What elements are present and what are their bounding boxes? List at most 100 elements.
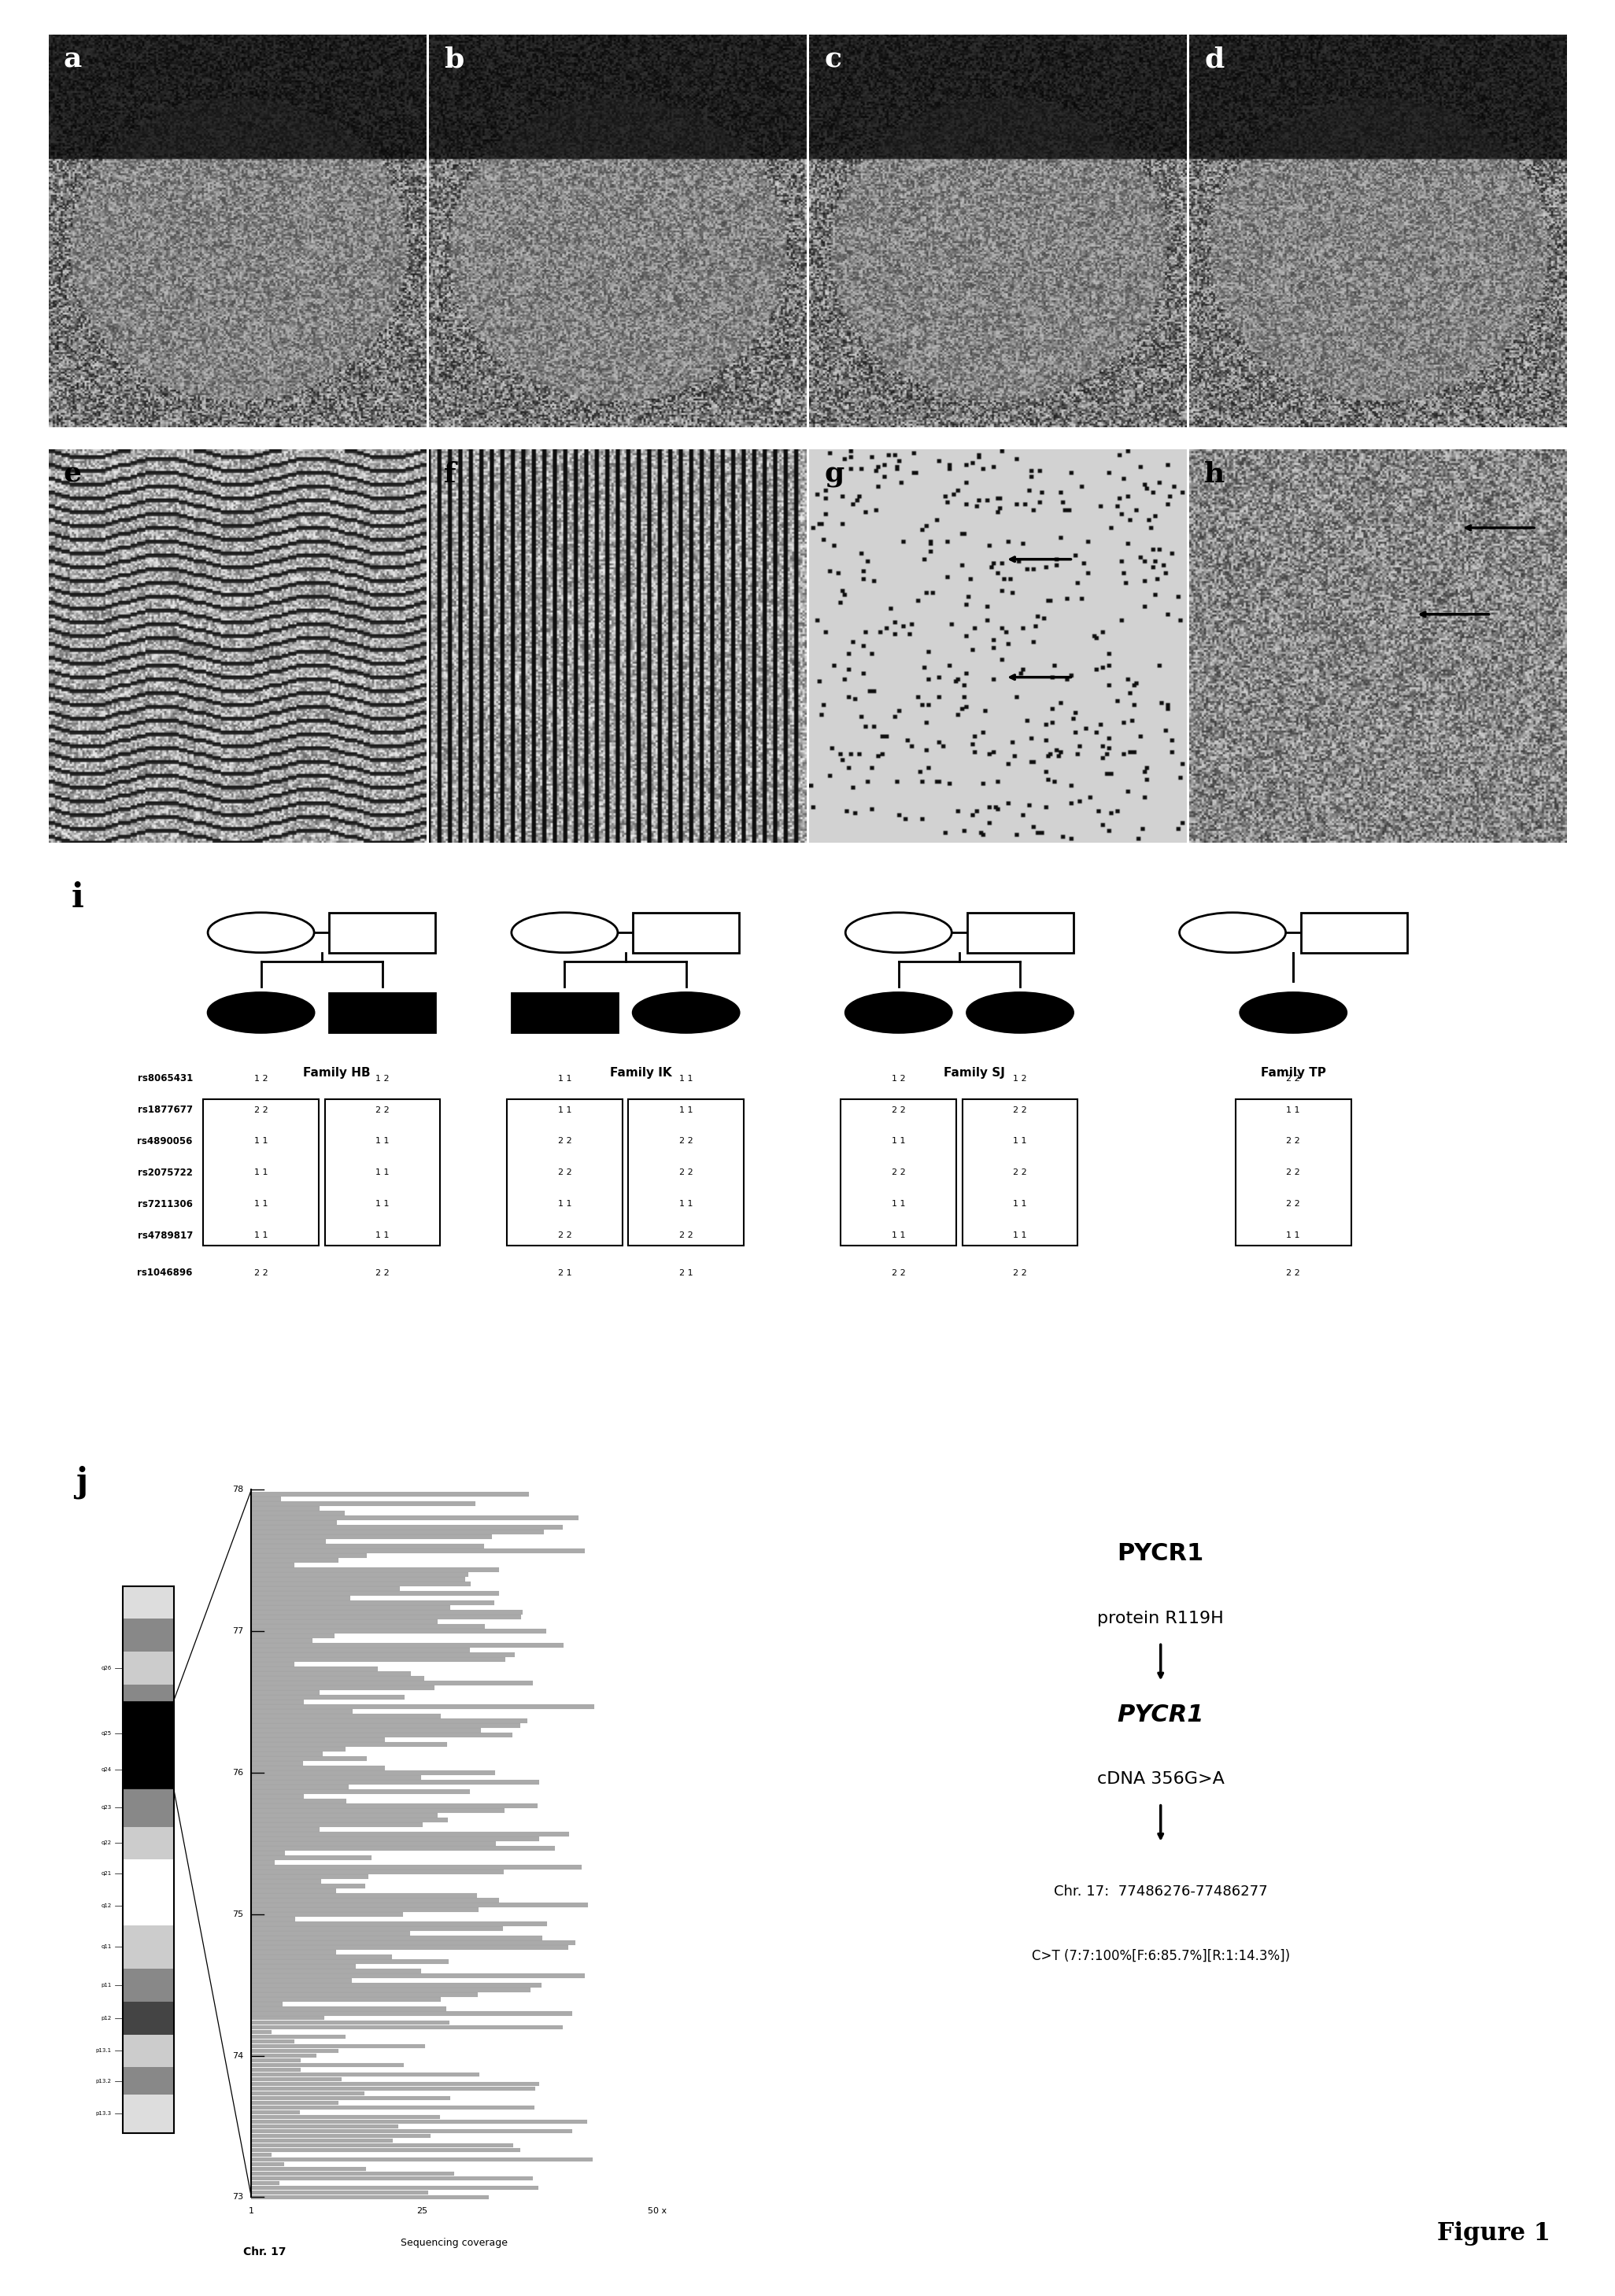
- Bar: [252, 1681, 533, 1685]
- Text: 1 1: 1 1: [1287, 1231, 1300, 1240]
- Bar: [252, 1968, 422, 1972]
- Circle shape: [208, 912, 313, 953]
- Text: 1 1: 1 1: [1013, 1201, 1027, 1208]
- Bar: [123, 1789, 173, 1828]
- Bar: [252, 2034, 346, 2039]
- Bar: [123, 1701, 173, 1789]
- Text: h: h: [1205, 461, 1226, 487]
- Bar: [123, 1887, 173, 1924]
- Text: p13.1: p13.1: [95, 2048, 111, 2053]
- Bar: [252, 1818, 447, 1823]
- Bar: [252, 1752, 323, 1756]
- Text: rs8065431: rs8065431: [137, 1072, 192, 1084]
- Bar: [123, 2094, 173, 2133]
- Bar: [252, 1855, 371, 1860]
- Bar: [252, 1883, 365, 1887]
- Bar: [252, 1573, 468, 1577]
- Bar: [252, 2039, 294, 2043]
- Bar: [252, 1729, 481, 1733]
- Bar: [252, 1756, 367, 1761]
- Text: 76: 76: [233, 1768, 244, 1777]
- Bar: [252, 1949, 336, 1954]
- Bar: [252, 2133, 431, 2138]
- Text: 2 2: 2 2: [678, 1231, 693, 1240]
- Bar: [252, 1823, 423, 1828]
- Bar: [329, 912, 436, 953]
- Bar: [252, 1582, 472, 1587]
- Text: 1 1: 1 1: [376, 1169, 389, 1176]
- Text: q23: q23: [102, 1805, 111, 1809]
- Text: 2 2: 2 2: [1286, 1270, 1300, 1277]
- Text: 2 2: 2 2: [375, 1270, 389, 1277]
- Bar: [123, 1685, 173, 1717]
- Bar: [252, 1699, 304, 1704]
- Bar: [252, 1984, 541, 1986]
- Text: 1 1: 1 1: [254, 1169, 268, 1176]
- Text: q25: q25: [102, 1731, 111, 1736]
- Text: 1: 1: [249, 2206, 254, 2216]
- Bar: [252, 1653, 514, 1658]
- Circle shape: [846, 992, 951, 1033]
- Bar: [252, 2011, 572, 2016]
- Text: 2 2: 2 2: [1286, 1137, 1300, 1146]
- Text: j: j: [76, 1465, 87, 1499]
- Bar: [123, 2066, 173, 2094]
- Text: 1 1: 1 1: [557, 1107, 572, 1114]
- Text: 1 1: 1 1: [1287, 1107, 1300, 1114]
- Bar: [252, 1639, 313, 1644]
- Text: 50 x: 50 x: [648, 2206, 667, 2216]
- Text: e: e: [63, 461, 82, 487]
- Text: Family IK: Family IK: [609, 1068, 672, 1079]
- Text: 74: 74: [233, 2053, 244, 2060]
- Text: 2 2: 2 2: [678, 1137, 693, 1146]
- Bar: [252, 2057, 300, 2062]
- Bar: [252, 1497, 281, 1502]
- Bar: [252, 1614, 522, 1619]
- Bar: [252, 1534, 491, 1538]
- Bar: [252, 2030, 271, 2034]
- Bar: [252, 1676, 425, 1681]
- Bar: [252, 1525, 564, 1529]
- Text: 1 2: 1 2: [254, 1075, 268, 1081]
- Bar: [252, 2158, 593, 2163]
- Bar: [252, 1903, 588, 1908]
- Text: cDNA 356G>A: cDNA 356G>A: [1097, 1770, 1224, 1786]
- Bar: [252, 1766, 384, 1770]
- Text: 2 2: 2 2: [557, 1169, 572, 1176]
- Circle shape: [633, 992, 740, 1033]
- Bar: [252, 1662, 294, 1667]
- Text: f: f: [444, 461, 455, 487]
- Bar: [252, 2002, 283, 2007]
- Text: a: a: [63, 46, 82, 73]
- Bar: [252, 1628, 546, 1632]
- Bar: [252, 1841, 496, 1846]
- Bar: [252, 1770, 494, 1775]
- Text: 2 2: 2 2: [557, 1231, 572, 1240]
- Text: 77: 77: [233, 1628, 244, 1635]
- Bar: [252, 1738, 384, 1743]
- Text: 2 2: 2 2: [1286, 1169, 1300, 1176]
- Bar: [252, 1784, 349, 1789]
- Text: 2 2: 2 2: [1013, 1107, 1027, 1114]
- Bar: [252, 1887, 336, 1892]
- Bar: [252, 1538, 326, 1543]
- Bar: [252, 2016, 325, 2020]
- Bar: [252, 1775, 422, 1779]
- Bar: [123, 2002, 173, 2034]
- Text: p13.3: p13.3: [95, 2112, 111, 2117]
- Text: 1 1: 1 1: [254, 1137, 268, 1146]
- Bar: [252, 1814, 438, 1818]
- Text: 1 1: 1 1: [1013, 1231, 1027, 1240]
- Text: Chr. 17:  77486276-77486277: Chr. 17: 77486276-77486277: [1053, 1885, 1268, 1899]
- Bar: [252, 1717, 526, 1722]
- Bar: [252, 2167, 367, 2172]
- Bar: [252, 2186, 538, 2190]
- Bar: [252, 2101, 338, 2105]
- Bar: [123, 1587, 173, 2133]
- Bar: [252, 1908, 478, 1913]
- Text: b: b: [444, 46, 464, 73]
- Bar: [252, 2177, 533, 2181]
- Bar: [123, 1924, 173, 1970]
- Bar: [252, 1600, 494, 1605]
- Bar: [252, 1798, 346, 1802]
